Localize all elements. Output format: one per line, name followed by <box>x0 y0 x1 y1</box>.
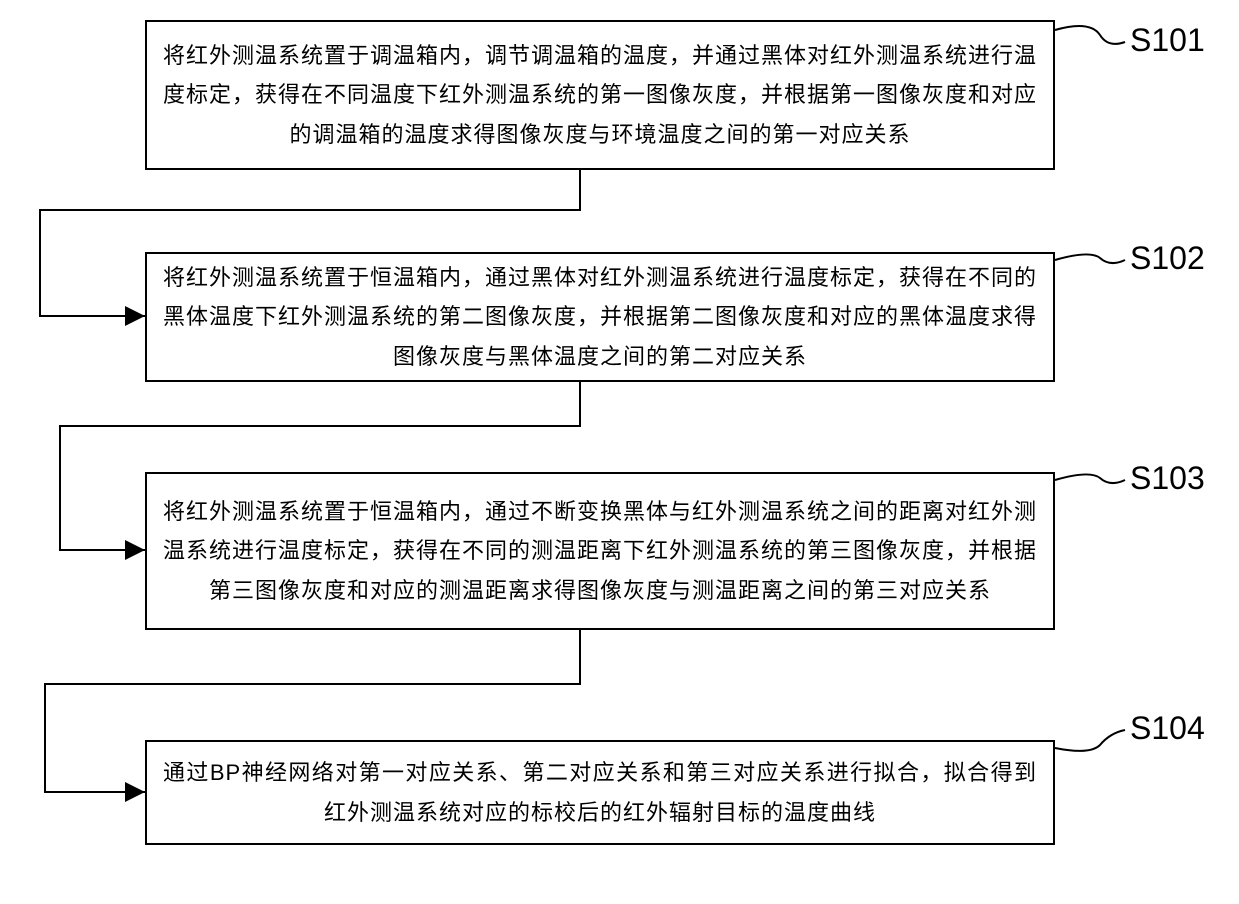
step-text-s101: 将红外测温系统置于调温箱内，调节调温箱的温度，并通过黑体对红外测温系统进行温度标… <box>163 36 1037 155</box>
step-label-s102: S102 <box>1130 240 1205 277</box>
step-text-s103: 将红外测温系统置于恒温箱内，通过不断变换黑体与红外测温系统之间的距离对红外测温系… <box>163 492 1037 611</box>
step-text-s102: 将红外测温系统置于恒温箱内，通过黑体对红外测温系统进行温度标定，获得在不同的黑体… <box>163 258 1037 377</box>
step-box-s101: 将红外测温系统置于调温箱内，调节调温箱的温度，并通过黑体对红外测温系统进行温度标… <box>145 20 1055 170</box>
label-curve-s104 <box>1055 730 1125 751</box>
step-box-s104: 通过BP神经网络对第一对应关系、第二对应关系和第三对应关系进行拟合，拟合得到红外… <box>145 740 1055 845</box>
label-curve-s101 <box>1055 26 1125 44</box>
step-label-s104: S104 <box>1130 710 1205 747</box>
step-box-s102: 将红外测温系统置于恒温箱内，通过黑体对红外测温系统进行温度标定，获得在不同的黑体… <box>145 252 1055 382</box>
step-label-s103: S103 <box>1130 460 1205 497</box>
label-curve-s103 <box>1055 474 1125 483</box>
step-label-s101: S101 <box>1130 22 1205 59</box>
step-text-s104: 通过BP神经网络对第一对应关系、第二对应关系和第三对应关系进行拟合，拟合得到红外… <box>163 753 1037 832</box>
step-box-s103: 将红外测温系统置于恒温箱内，通过不断变换黑体与红外测温系统之间的距离对红外测温系… <box>145 472 1055 630</box>
label-curve-s102 <box>1055 254 1125 263</box>
flowchart-container: 将红外测温系统置于调温箱内，调节调温箱的温度，并通过黑体对红外测温系统进行温度标… <box>0 0 1239 904</box>
